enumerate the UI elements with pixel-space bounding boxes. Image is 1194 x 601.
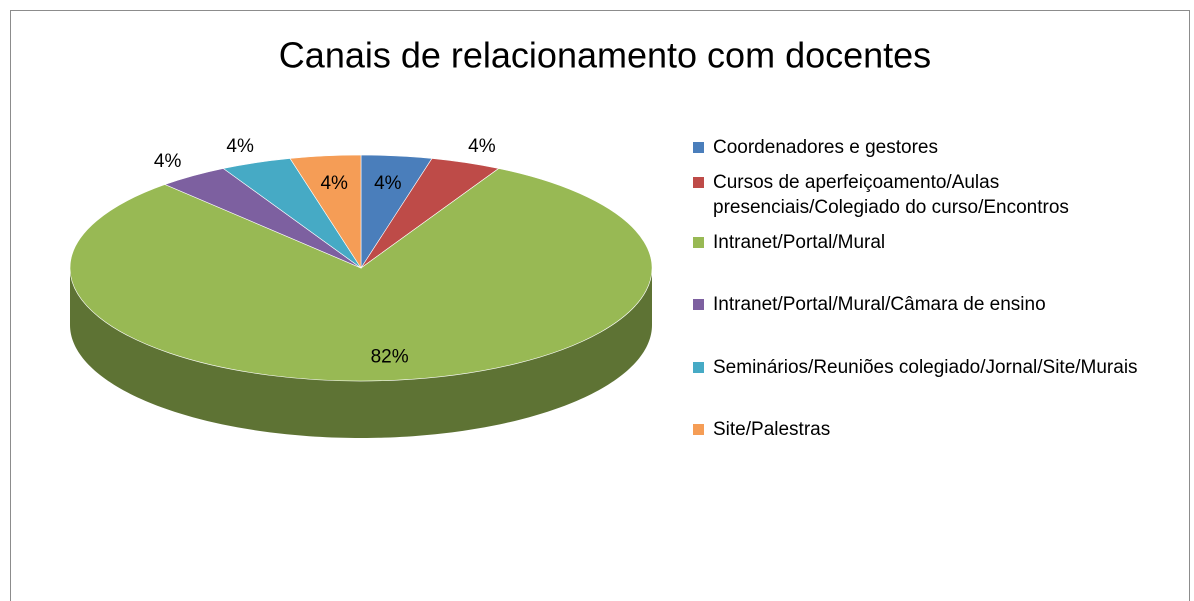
legend-item: Cursos de aperfeiçoamento/Aulas presenci… xyxy=(693,170,1173,220)
data-label: 4% xyxy=(154,151,182,172)
legend-label: Coordenadores e gestores xyxy=(713,137,938,158)
legend-item: Seminários/Reuniões colegiado/Jornal/Sit… xyxy=(693,355,1173,380)
legend-label: Intranet/Portal/Mural/Câmara de ensino xyxy=(713,294,1046,315)
chart-title: Canais de relacionamento com docentes xyxy=(279,35,931,76)
data-label: 4% xyxy=(374,173,402,194)
legend-swatch xyxy=(693,299,704,310)
slice-side xyxy=(70,268,652,438)
legend-label: Site/Palestras xyxy=(713,419,831,440)
slice xyxy=(69,168,653,382)
legend-swatch xyxy=(693,142,704,153)
legend-swatch xyxy=(693,177,704,188)
chart-frame xyxy=(10,10,1190,601)
legend-item: Intranet/Portal/Mural xyxy=(693,230,1173,255)
legend-item: Intranet/Portal/Mural/Câmara de ensino xyxy=(693,292,1173,317)
legend-item: Site/Palestras xyxy=(693,417,1173,442)
legend-swatch xyxy=(693,237,704,248)
legend-label: Intranet/Portal/Mural xyxy=(713,232,886,253)
legend-label: Cursos de aperfeiçoamento/Aulas presenci… xyxy=(713,172,1069,218)
legend-swatch xyxy=(693,424,704,435)
slice xyxy=(289,154,362,270)
legend-item: Coordenadores e gestores xyxy=(693,135,1173,160)
data-label: 4% xyxy=(226,136,254,157)
data-label: 82% xyxy=(371,347,409,368)
legend-swatch xyxy=(693,362,704,373)
data-label: 4% xyxy=(468,136,496,157)
data-label: 4% xyxy=(320,173,348,194)
legend-label: Seminários/Reuniões colegiado/Jornal/Sit… xyxy=(713,357,1138,378)
